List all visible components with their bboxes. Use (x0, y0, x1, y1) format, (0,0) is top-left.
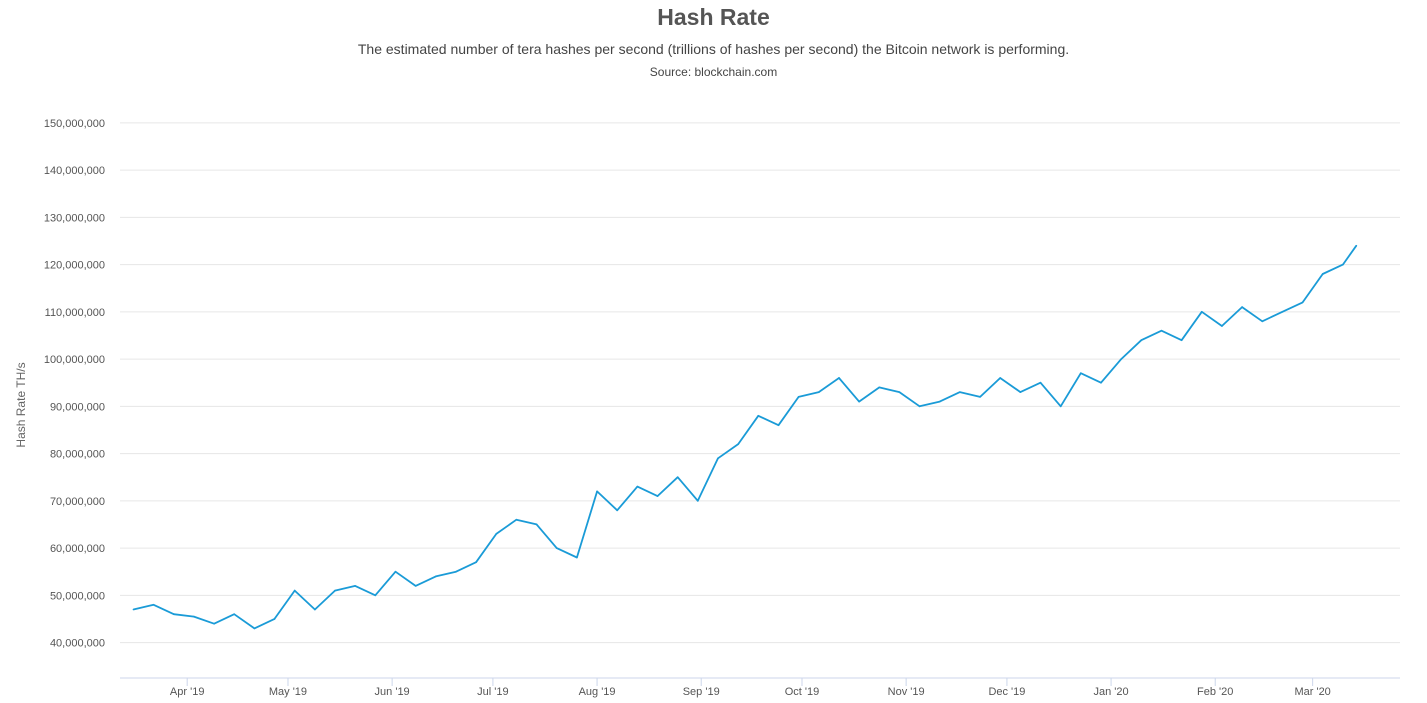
y-tick-label: 60,000,000 (50, 543, 105, 555)
series-points (132, 244, 1358, 630)
data-point (817, 391, 820, 393)
data-point (656, 495, 659, 497)
y-tick-label: 130,000,000 (44, 212, 105, 224)
x-tick-label: Sep '19 (683, 686, 720, 698)
data-point (152, 603, 155, 606)
y-tick-label: 110,000,000 (45, 307, 105, 319)
x-tick-label: Apr '19 (170, 686, 205, 698)
data-point (293, 589, 296, 592)
data-point (435, 575, 437, 578)
data-point (938, 400, 941, 403)
data-point (1241, 306, 1243, 308)
data-point (1321, 273, 1324, 275)
y-tick-label: 70,000,000 (50, 496, 105, 508)
data-point (132, 608, 135, 611)
x-tick-label: Jun '19 (375, 686, 410, 698)
data-point (1059, 405, 1062, 408)
data-point (535, 523, 538, 526)
data-point (475, 561, 477, 564)
y-tick-label: 150,000,000 (44, 118, 105, 130)
x-tick-label: Oct '19 (785, 686, 820, 698)
x-tick-label: Aug '19 (579, 686, 616, 698)
data-point (193, 615, 195, 618)
data-point (172, 613, 175, 616)
y-tick-label: 100,000,000 (44, 354, 105, 366)
grid-lines (120, 122, 1400, 644)
data-point (737, 443, 739, 445)
data-point (515, 518, 518, 521)
data-point (1281, 311, 1284, 313)
y-tick-label: 90,000,000 (50, 401, 105, 413)
data-point (253, 627, 256, 630)
data-point (354, 585, 356, 587)
data-point (1261, 320, 1264, 323)
data-point (1120, 358, 1122, 360)
data-point (233, 613, 236, 616)
data-point (334, 589, 336, 592)
data-point (374, 594, 377, 597)
data-point (1221, 325, 1223, 327)
data-point (717, 457, 719, 460)
data-point (596, 490, 598, 493)
chart-title: Hash Rate (657, 4, 770, 30)
data-point (636, 485, 639, 488)
data-point (1342, 263, 1344, 266)
data-point (273, 618, 276, 620)
data-point (1160, 329, 1163, 332)
data-point (858, 400, 860, 403)
data-point (1301, 301, 1304, 304)
y-axis-label: Hash Rate TH/s (14, 362, 28, 447)
y-tick-label: 120,000,000 (44, 260, 105, 272)
data-point (576, 556, 578, 559)
data-point (213, 622, 215, 625)
data-point (1039, 381, 1042, 384)
data-point (1140, 339, 1143, 341)
x-axis-ticks: Apr '19 May '19 Jun '19 Jul '19 Aug '19 Sep '… (170, 678, 1331, 698)
x-tick-label: Feb '20 (1197, 686, 1233, 698)
y-tick-label: 140,000,000 (44, 165, 105, 177)
data-point (1180, 339, 1183, 341)
x-tick-label: May '19 (269, 686, 307, 698)
data-point (697, 500, 699, 502)
data-point (898, 391, 901, 393)
data-point (616, 509, 619, 512)
y-axis-ticks: 40,000,000 50,000,000 60,000,000 70,000,000… (44, 118, 105, 650)
x-tick-label: Nov '19 (888, 686, 925, 698)
y-tick-label: 80,000,000 (50, 449, 105, 461)
chart-source: Source: blockchain.com (649, 65, 778, 79)
x-tick-label: Dec '19 (988, 686, 1025, 698)
data-point (838, 377, 840, 379)
data-point (495, 533, 498, 535)
data-point (394, 570, 397, 573)
data-point (777, 424, 780, 427)
data-point (878, 386, 881, 389)
y-tick-label: 40,000,000 (50, 638, 105, 650)
data-point (1100, 381, 1102, 384)
x-tick-label: Jul '19 (477, 686, 508, 698)
data-point (1080, 372, 1082, 375)
data-point (979, 396, 981, 398)
data-point (797, 396, 800, 398)
data-point (414, 585, 417, 587)
data-point (455, 570, 457, 573)
x-tick-label: Jan '20 (1094, 686, 1129, 698)
data-point (555, 547, 558, 549)
data-point (757, 414, 760, 417)
chart-subtitle: The estimated number of tera hashes per … (357, 41, 1070, 57)
data-point (1200, 311, 1203, 313)
data-point (1019, 391, 1022, 393)
data-point (314, 608, 316, 611)
data-point (918, 405, 921, 408)
data-point (1355, 244, 1358, 247)
y-tick-label: 50,000,000 (50, 590, 105, 602)
data-point (999, 377, 1002, 379)
data-point (676, 476, 679, 478)
hash-rate-series-line (133, 245, 1358, 630)
x-tick-label: Mar '20 (1294, 686, 1330, 698)
data-point (959, 391, 961, 393)
